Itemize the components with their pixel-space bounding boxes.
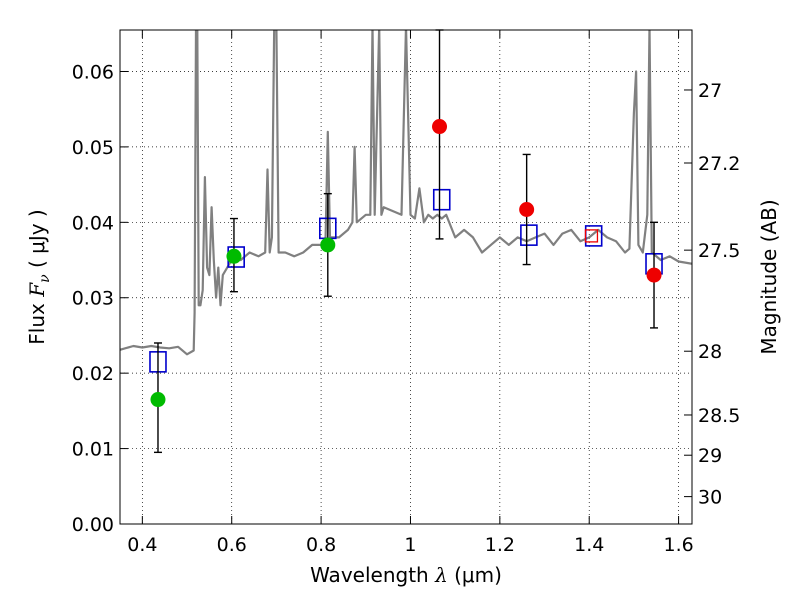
- x-tick-label: 0.4: [127, 534, 157, 556]
- x-axis-title: Wavelength λ (μm): [310, 563, 502, 587]
- y-tick-label: 0.06: [72, 61, 114, 83]
- x-tick-label: 1.2: [485, 534, 515, 556]
- observed-point-red: [432, 119, 448, 135]
- mag-tick-label: 27.5: [698, 240, 740, 262]
- plot-frame: [119, 29, 693, 525]
- points-layer: [149, 29, 663, 454]
- model-spectrum-line: [120, 30, 692, 356]
- x-tick-label: 1.6: [663, 534, 693, 556]
- mag-tick-label: 27.2: [698, 153, 740, 175]
- limit-marker-square: [584, 229, 599, 243]
- mag-tick-label: 29: [698, 445, 722, 467]
- observed-point-red: [519, 201, 535, 217]
- mag-tick-label: 27: [698, 80, 722, 102]
- observed-point-green: [226, 248, 242, 264]
- mag-tick-label: 28.5: [698, 405, 740, 427]
- x-tick-label: 1: [404, 534, 416, 556]
- y-tick-label: 0.03: [72, 288, 114, 310]
- observed-point-green: [150, 392, 166, 408]
- mag-tick-label: 30: [698, 487, 722, 509]
- model-photometry-square: [432, 188, 451, 211]
- data-layer: [120, 30, 692, 356]
- mag-tick-label: 28: [698, 341, 722, 363]
- y-tick-label: 0.05: [72, 137, 114, 159]
- observed-point-red: [646, 267, 662, 283]
- y2-axis-title: Magnitude (AB): [757, 199, 781, 354]
- x-tick-label: 0.8: [306, 534, 336, 556]
- y-tick-label: 0.02: [72, 363, 114, 385]
- model-photometry-square: [520, 224, 538, 246]
- tick-layer: 0.4 0.6 0.8 1 1.2 1.4 1.6 0.00 0.01 0.02 0.03 0.04 0…: [72, 30, 740, 556]
- y-tick-label: 0.04: [72, 212, 114, 234]
- y-tick-label: 0.01: [72, 439, 114, 461]
- observed-point-green: [320, 237, 336, 253]
- y-axis-title: Flux Fν ( μJy ): [25, 209, 53, 344]
- y-tick-label: 0.00: [72, 514, 114, 536]
- x-tick-label: 0.6: [217, 534, 247, 556]
- x-tick-label: 1.4: [574, 534, 604, 556]
- grid-lines: [120, 30, 692, 524]
- plot-background: [120, 30, 692, 524]
